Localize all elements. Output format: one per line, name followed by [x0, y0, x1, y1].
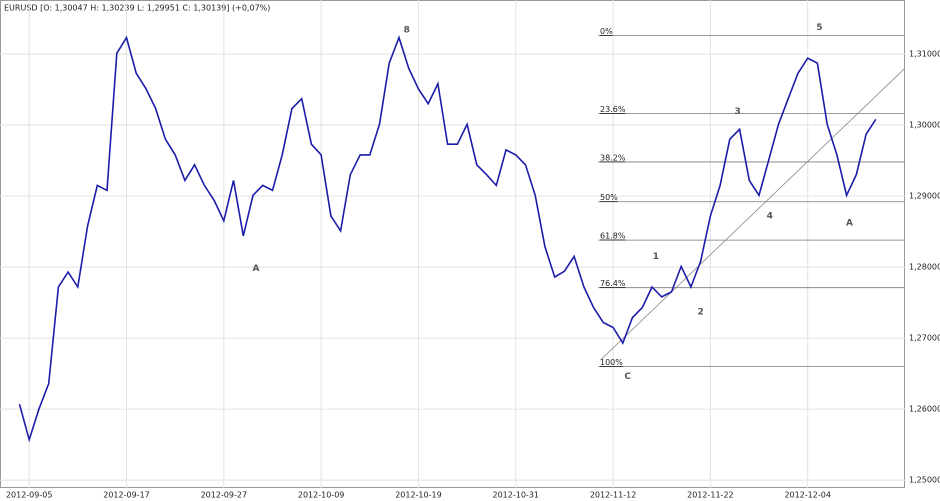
x-tick-label: 2012-09-05: [6, 491, 53, 500]
fib-label: 61.8%: [600, 232, 626, 241]
x-tick-label: 2012-10-19: [395, 491, 442, 500]
fib-label: 38.2%: [600, 153, 626, 162]
wave-label: 3: [734, 107, 740, 117]
wave-label: 4: [767, 211, 773, 221]
fib-label: 0%: [600, 27, 613, 36]
wave-label: 2: [698, 307, 704, 317]
y-tick-label: 1,31000: [909, 49, 940, 58]
x-tick-label: 2012-12-04: [784, 491, 831, 500]
wave-label: 8: [404, 25, 410, 35]
y-tick-label: 1,27000: [909, 334, 940, 343]
price-line: [18, 35, 877, 443]
chart-title: EURUSD [O: 1,30047 H: 1,30239 L: 1,29951…: [4, 4, 270, 13]
wave-label: A: [252, 264, 259, 274]
wave-label: A: [846, 219, 853, 229]
y-tick-label: 1,28000: [909, 263, 940, 272]
x-tick-label: 2012-10-31: [493, 491, 540, 500]
y-tick-label: 1,25000: [909, 476, 940, 485]
plot-frame: [0, 0, 905, 488]
trend-line: [600, 67, 906, 361]
y-tick-label: 1,26000: [909, 405, 940, 414]
x-tick-label: 2012-11-12: [590, 491, 637, 500]
wave-label: 1: [653, 252, 659, 262]
x-tick-label: 2012-09-17: [103, 491, 150, 500]
x-tick-label: 2012-10-09: [298, 491, 345, 500]
wave-label: 5: [816, 23, 822, 33]
fib-label: 100%: [600, 358, 623, 367]
fib-label: 76.4%: [600, 279, 626, 288]
wave-label: C: [624, 372, 631, 382]
y-tick-label: 1,29000: [909, 192, 940, 201]
y-tick-label: 1,30000: [909, 121, 940, 130]
x-tick-label: 2012-09-27: [201, 491, 248, 500]
fib-label: 50%: [600, 193, 618, 202]
x-tick-label: 2012-11-22: [687, 491, 734, 500]
fib-label: 23.6%: [600, 105, 626, 114]
